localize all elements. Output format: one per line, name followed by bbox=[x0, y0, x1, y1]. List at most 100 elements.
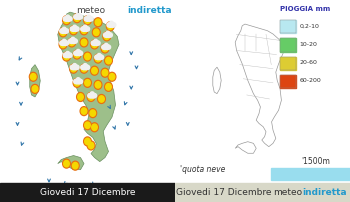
Circle shape bbox=[92, 41, 97, 48]
Polygon shape bbox=[30, 65, 40, 97]
Circle shape bbox=[71, 161, 79, 170]
Circle shape bbox=[81, 108, 87, 114]
Circle shape bbox=[108, 22, 112, 27]
Circle shape bbox=[77, 14, 82, 19]
Circle shape bbox=[76, 13, 80, 18]
Circle shape bbox=[74, 39, 77, 43]
Circle shape bbox=[60, 29, 66, 36]
Circle shape bbox=[74, 15, 80, 21]
Circle shape bbox=[93, 29, 99, 36]
Circle shape bbox=[62, 39, 66, 44]
Circle shape bbox=[86, 65, 90, 69]
Circle shape bbox=[71, 27, 76, 34]
Circle shape bbox=[92, 28, 100, 37]
Circle shape bbox=[112, 23, 116, 27]
Bar bbox=[280, 57, 296, 70]
Circle shape bbox=[82, 65, 86, 70]
Circle shape bbox=[96, 55, 100, 60]
Circle shape bbox=[59, 28, 67, 37]
Circle shape bbox=[102, 45, 105, 49]
Circle shape bbox=[98, 55, 103, 60]
Circle shape bbox=[106, 84, 111, 90]
Polygon shape bbox=[235, 142, 256, 153]
Circle shape bbox=[77, 79, 82, 84]
Text: 20-60: 20-60 bbox=[299, 60, 317, 65]
Circle shape bbox=[73, 78, 81, 87]
Circle shape bbox=[72, 162, 78, 169]
Circle shape bbox=[75, 51, 79, 56]
Circle shape bbox=[91, 66, 98, 75]
Circle shape bbox=[94, 54, 102, 63]
Circle shape bbox=[63, 41, 68, 45]
Circle shape bbox=[94, 80, 102, 89]
Circle shape bbox=[84, 26, 89, 31]
Circle shape bbox=[104, 43, 108, 48]
Text: 'quota neve: 'quota neve bbox=[180, 165, 226, 174]
Text: 60-200: 60-200 bbox=[299, 78, 321, 83]
Circle shape bbox=[89, 109, 97, 118]
Circle shape bbox=[81, 39, 87, 46]
Circle shape bbox=[83, 64, 87, 68]
Circle shape bbox=[63, 53, 67, 57]
Bar bbox=[271, 168, 350, 180]
Circle shape bbox=[73, 14, 81, 23]
Circle shape bbox=[68, 38, 76, 47]
Circle shape bbox=[72, 39, 76, 43]
Circle shape bbox=[80, 107, 88, 116]
Bar bbox=[280, 38, 296, 52]
Circle shape bbox=[105, 45, 110, 49]
Text: meteo: meteo bbox=[274, 188, 303, 197]
Bar bbox=[280, 38, 296, 52]
Circle shape bbox=[69, 53, 72, 57]
Circle shape bbox=[71, 65, 76, 70]
Circle shape bbox=[98, 95, 105, 103]
Circle shape bbox=[74, 80, 80, 86]
Circle shape bbox=[79, 80, 83, 83]
Circle shape bbox=[90, 92, 94, 97]
Circle shape bbox=[84, 137, 91, 146]
Circle shape bbox=[74, 51, 77, 55]
Circle shape bbox=[106, 22, 114, 31]
Circle shape bbox=[84, 78, 91, 87]
Text: meteo: meteo bbox=[76, 6, 105, 15]
Circle shape bbox=[111, 22, 115, 27]
Circle shape bbox=[81, 65, 87, 72]
Circle shape bbox=[85, 53, 90, 60]
Circle shape bbox=[81, 65, 84, 69]
Bar bbox=[280, 75, 296, 88]
Circle shape bbox=[95, 55, 101, 62]
Circle shape bbox=[79, 15, 83, 19]
Circle shape bbox=[88, 142, 94, 149]
Text: 10-20: 10-20 bbox=[299, 42, 317, 47]
Circle shape bbox=[61, 28, 65, 33]
Circle shape bbox=[65, 41, 69, 45]
Bar bbox=[280, 57, 296, 70]
Circle shape bbox=[101, 44, 109, 53]
Circle shape bbox=[65, 29, 69, 33]
Circle shape bbox=[72, 64, 77, 68]
Circle shape bbox=[105, 82, 112, 91]
Circle shape bbox=[80, 64, 88, 73]
Circle shape bbox=[85, 80, 90, 86]
Circle shape bbox=[63, 17, 67, 21]
Circle shape bbox=[83, 25, 87, 30]
Text: Giovedi 17 Dicembre: Giovedi 17 Dicembre bbox=[176, 188, 272, 197]
Circle shape bbox=[107, 23, 113, 29]
Circle shape bbox=[60, 29, 63, 33]
Polygon shape bbox=[58, 156, 84, 170]
Circle shape bbox=[102, 45, 108, 52]
Circle shape bbox=[61, 41, 65, 45]
Circle shape bbox=[81, 27, 84, 31]
Text: 0,2-10: 0,2-10 bbox=[299, 24, 319, 29]
Circle shape bbox=[64, 16, 69, 21]
Circle shape bbox=[91, 123, 98, 132]
Circle shape bbox=[64, 53, 69, 58]
Circle shape bbox=[71, 26, 76, 31]
Bar bbox=[280, 20, 296, 33]
Circle shape bbox=[95, 55, 98, 59]
Circle shape bbox=[77, 93, 84, 101]
Circle shape bbox=[91, 41, 95, 45]
Circle shape bbox=[70, 39, 74, 43]
Circle shape bbox=[93, 94, 97, 98]
Text: PIOGGIA mm: PIOGGIA mm bbox=[280, 6, 330, 12]
